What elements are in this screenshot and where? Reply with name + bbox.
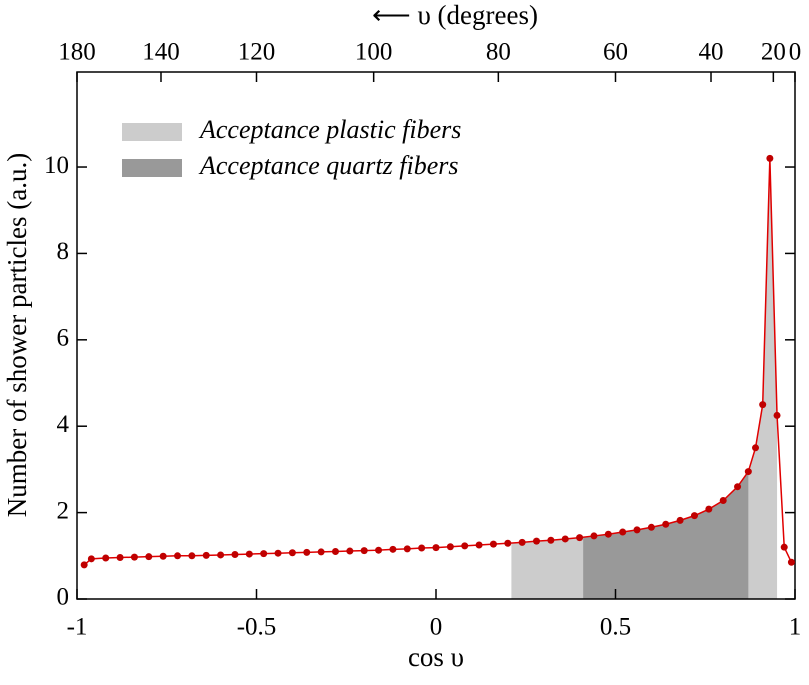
point [87,555,95,563]
top-tick-label: 60 [603,39,628,66]
point [676,516,684,524]
top-tick-label: 100 [355,39,393,66]
x-tick-label: 1 [789,614,802,641]
point [317,548,325,556]
x-tick-label: 0 [430,614,443,641]
legend-label: Acceptance quartz fibers [198,151,459,180]
top-tick-label: 120 [238,39,276,66]
point [145,553,153,561]
point [773,411,781,419]
point [759,401,767,409]
point [744,468,752,476]
point [633,526,641,534]
point [130,553,138,561]
point [690,512,698,520]
point [576,534,584,542]
top-tick-label: 0 [789,39,802,66]
curve [83,158,793,566]
point [217,551,225,559]
point [331,547,339,555]
y-tick-label: 2 [57,497,70,524]
bands [511,158,778,599]
point [389,545,397,553]
point [547,536,555,544]
point [705,505,713,513]
point [303,548,311,556]
point [766,154,774,162]
point [461,542,469,550]
point [346,547,354,555]
point [719,497,727,505]
point [188,552,196,560]
legend-label: Acceptance plastic fibers [198,115,461,144]
point [752,444,760,452]
point [604,530,612,538]
y-axis-label: Number of shower particles (a.u.) [2,153,32,517]
legend-swatch [122,123,182,141]
point [780,543,788,551]
point [403,545,411,553]
top-tick-label: 180 [58,39,96,66]
point [504,539,512,547]
point [787,558,795,566]
legend-swatch [122,159,182,177]
x-tick-label: -1 [67,614,88,641]
y-tick-label: 0 [57,584,70,611]
point [159,552,167,560]
y-tick-label: 4 [57,411,70,438]
point [734,483,742,491]
top-tick-label: 80 [486,39,511,66]
point [260,550,268,558]
point [518,538,526,546]
top-tick-label: 20 [761,39,786,66]
point [360,547,368,555]
point [288,549,296,557]
point [231,551,239,559]
point [662,520,670,528]
point [418,544,426,552]
y-tick-label: 8 [57,238,70,265]
acceptance-band [583,158,749,599]
point [619,528,627,536]
point [590,532,598,540]
point [446,543,454,551]
y-tick-label: 6 [57,325,70,352]
point [489,540,497,548]
top-tick-label: 140 [142,39,180,66]
x-tick-label: -0.5 [237,614,277,641]
top-tick-label: 40 [699,39,724,66]
point [245,550,253,558]
point [533,537,541,545]
y-tick-label: 10 [44,152,69,179]
point [475,541,483,549]
point [274,549,282,557]
x-tick-label: 0.5 [600,614,631,641]
point [647,523,655,531]
point [375,546,383,554]
point [80,561,88,569]
point [102,554,110,562]
point [561,535,569,543]
point [174,552,182,560]
point [432,544,440,552]
top-axis-label: ⟵ υ (degrees) [372,0,538,30]
x-axis-label: cos υ [408,642,464,672]
point [116,554,124,562]
point [202,551,210,559]
